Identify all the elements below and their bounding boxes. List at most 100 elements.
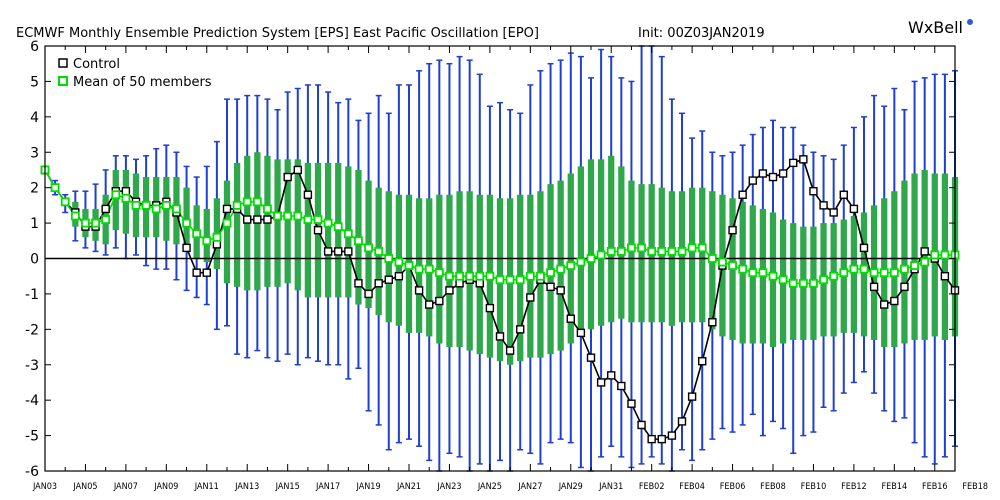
control-point-16 [202, 268, 211, 277]
spread-bar-57 [618, 166, 625, 319]
mean-point-65 [697, 243, 707, 253]
spread-bar-19 [233, 162, 241, 287]
spread-bar-26 [304, 162, 312, 298]
mean-point-9 [131, 200, 141, 210]
mean-point-12 [161, 200, 171, 210]
mean-point-81 [859, 264, 869, 274]
control-point-52 [566, 314, 575, 323]
control-point-20 [243, 215, 252, 224]
legend-mean-marker [58, 76, 68, 86]
mean-point-40 [445, 271, 454, 281]
mean-point-77 [819, 275, 828, 285]
control-point-54 [586, 353, 596, 362]
spread-bar-25 [294, 159, 301, 291]
axes: -6 -5 -4 -3 -2 -1 0 1 2 3 4 5 6 JAN03 JAN05 JAN07 JAN09 J… [25, 39, 988, 492]
control-point-44 [485, 303, 495, 313]
spread-bar-40 [446, 194, 453, 348]
spread-bar-7 [112, 169, 119, 231]
control-point-53 [576, 328, 586, 338]
control-point-28 [323, 247, 333, 256]
control-point-63 [677, 417, 687, 426]
y-tick-label--6: -6 [25, 464, 39, 480]
mean-point-49 [536, 271, 545, 281]
x-tick-label-20: FEB12 [841, 482, 867, 492]
control-point-55 [596, 378, 606, 387]
x-tick-label-8: JAN19 [355, 482, 380, 492]
control-point-78 [829, 208, 838, 217]
x-tick-label-16: FEB04 [679, 482, 705, 492]
control-point-34 [384, 275, 393, 284]
chart-title: ECMWF Monthly Ensemble Prediction System… [16, 26, 539, 41]
control-point-6 [101, 204, 110, 214]
control-point-68 [728, 225, 737, 235]
x-tick-label-6: JAN15 [275, 482, 300, 492]
control-point-24 [283, 172, 292, 182]
mean-point-5 [91, 218, 100, 228]
mean-point-14 [182, 218, 191, 228]
control-point-48 [526, 293, 535, 302]
mean-point-74 [788, 278, 798, 288]
y-tick-label--1: -1 [25, 287, 39, 303]
control-point-15 [192, 268, 201, 277]
mean-point-71 [758, 268, 768, 278]
mean-point-57 [616, 247, 626, 256]
control-point-45 [495, 332, 505, 341]
mean-point-45 [495, 275, 505, 285]
x-tick-label-3: JAN09 [153, 482, 178, 492]
control-point-82 [869, 282, 879, 292]
mean-point-86 [910, 261, 919, 270]
control-point-57 [617, 381, 626, 391]
mean-point-78 [829, 271, 839, 281]
mean-point-19 [232, 200, 242, 210]
control-point-59 [637, 420, 646, 430]
mean-point-88 [930, 250, 940, 260]
mean-point-29 [333, 222, 343, 232]
spread-bar-65 [699, 187, 706, 323]
mean-point-42 [465, 271, 475, 281]
x-tick-label-13: JAN29 [558, 482, 583, 492]
mean-point-11 [151, 204, 161, 214]
brand-logo: WxBell [908, 18, 963, 37]
mean-point-56 [606, 247, 616, 256]
mean-point-46 [505, 275, 515, 285]
mean-point-62 [667, 247, 677, 256]
control-point-38 [425, 300, 434, 309]
x-tick-label-10: JAN23 [436, 482, 461, 492]
spread-bar-86 [911, 173, 918, 340]
control-point-41 [455, 279, 464, 288]
control-point-46 [505, 346, 515, 355]
y-tick-label-5: 5 [30, 74, 39, 90]
mean-point-8 [121, 193, 131, 203]
control-point-74 [789, 158, 798, 168]
control-point-56 [607, 371, 616, 380]
mean-point-4 [81, 218, 90, 228]
spread-bar-53 [577, 166, 585, 337]
mean-point-60 [647, 247, 657, 256]
legend-mean-label: Mean of 50 members [73, 75, 212, 90]
control-point-18 [222, 204, 232, 214]
y-tick-label-0: 0 [30, 252, 39, 268]
control-point-39 [435, 296, 444, 306]
control-point-66 [708, 318, 717, 327]
mean-point-89 [940, 250, 950, 260]
control-point-33 [374, 279, 383, 288]
mean-point-39 [434, 268, 444, 278]
x-tick-label-12: JAN27 [517, 482, 542, 492]
spread-bar-23 [274, 159, 281, 287]
control-point-50 [546, 282, 555, 292]
y-tick-label--5: -5 [25, 429, 39, 445]
mean-point-22 [263, 204, 272, 214]
y-tick-label--3: -3 [25, 358, 39, 374]
mean-point-72 [768, 271, 778, 281]
mean-point-67 [718, 257, 727, 267]
mean-point-54 [586, 254, 596, 263]
x-tick-label-5: JAN13 [234, 482, 259, 492]
y-tick-label-3: 3 [30, 145, 39, 161]
spread-bar-63 [678, 191, 686, 323]
control-point-81 [859, 243, 869, 253]
control-point-32 [364, 289, 373, 299]
spread-bar-55 [597, 159, 605, 326]
control-point-37 [414, 286, 424, 295]
control-point-61 [657, 434, 666, 444]
control-point-89 [940, 272, 950, 281]
